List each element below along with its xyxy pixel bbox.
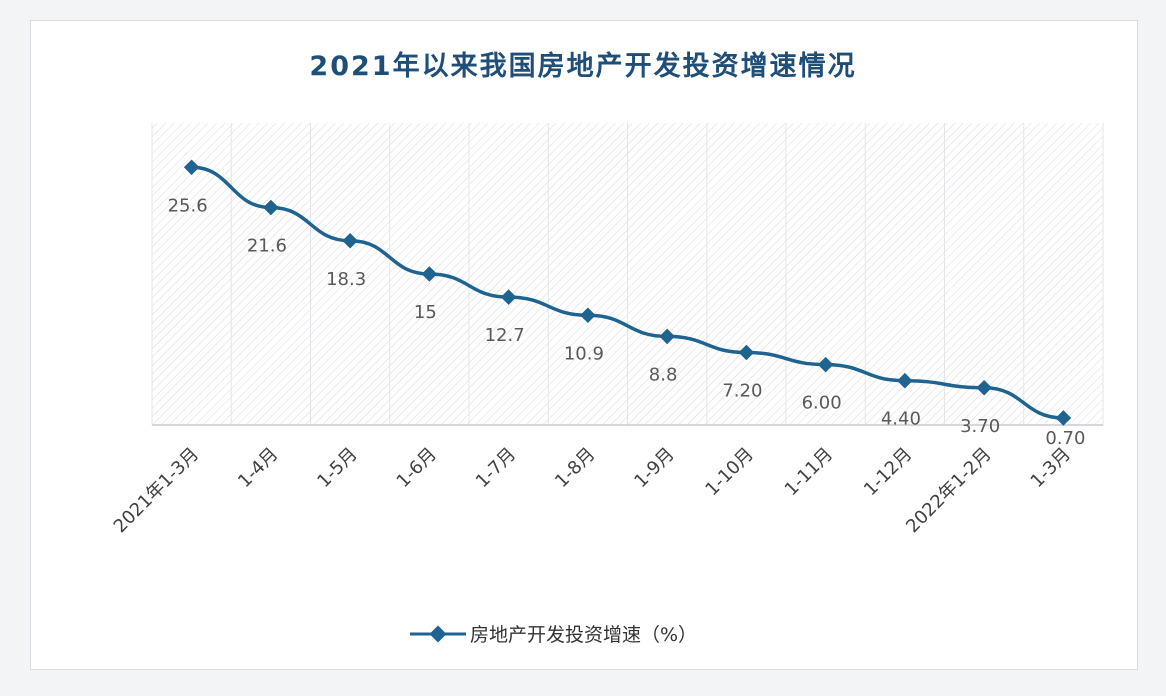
data-label: 6.00 xyxy=(802,393,842,414)
x-tick-label: 1-11月 xyxy=(781,444,837,500)
x-tick-label: 1-5月 xyxy=(313,444,361,492)
x-tick-label: 1-7月 xyxy=(472,444,520,492)
data-point xyxy=(183,159,200,176)
data-label: 3.70 xyxy=(960,416,1000,437)
legend-label: 房地产开发投资增速（%） xyxy=(470,624,698,646)
data-label: 25.6 xyxy=(168,195,208,216)
data-label: 8.8 xyxy=(649,364,678,385)
series-line xyxy=(191,165,1064,420)
data-label: 21.6 xyxy=(247,236,287,257)
data-point xyxy=(342,233,358,249)
legend: 房地产开发投资增速（%） xyxy=(410,620,697,647)
x-tick-label: 1-4月 xyxy=(234,444,282,492)
data-label: 12.7 xyxy=(485,325,525,346)
data-point xyxy=(263,199,279,216)
x-tick-label: 1-10月 xyxy=(701,444,757,500)
data-label: 18.3 xyxy=(326,269,366,290)
x-tick-label: 1-9月 xyxy=(630,444,678,492)
x-tick-label: 1-3月 xyxy=(1027,444,1075,492)
chart-title: 2021年以来我国房地产开发投资增速情况 xyxy=(309,51,857,82)
data-point xyxy=(1055,410,1072,426)
legend-marker-icon xyxy=(410,625,466,642)
x-tick-label: 2021年1-3月 xyxy=(110,444,203,537)
data-label: 0.70 xyxy=(1045,428,1085,449)
data-label: 7.20 xyxy=(722,381,762,402)
x-tick-label: 1-8月 xyxy=(551,444,599,492)
x-tick-label: 2022年1-2月 xyxy=(902,444,995,537)
x-tick-label: 1-6月 xyxy=(393,444,441,492)
data-label: 4.40 xyxy=(881,409,921,430)
data-label: 10.9 xyxy=(564,343,604,364)
data-label: 15 xyxy=(414,302,437,323)
x-tick-label: 1-12月 xyxy=(860,444,916,500)
